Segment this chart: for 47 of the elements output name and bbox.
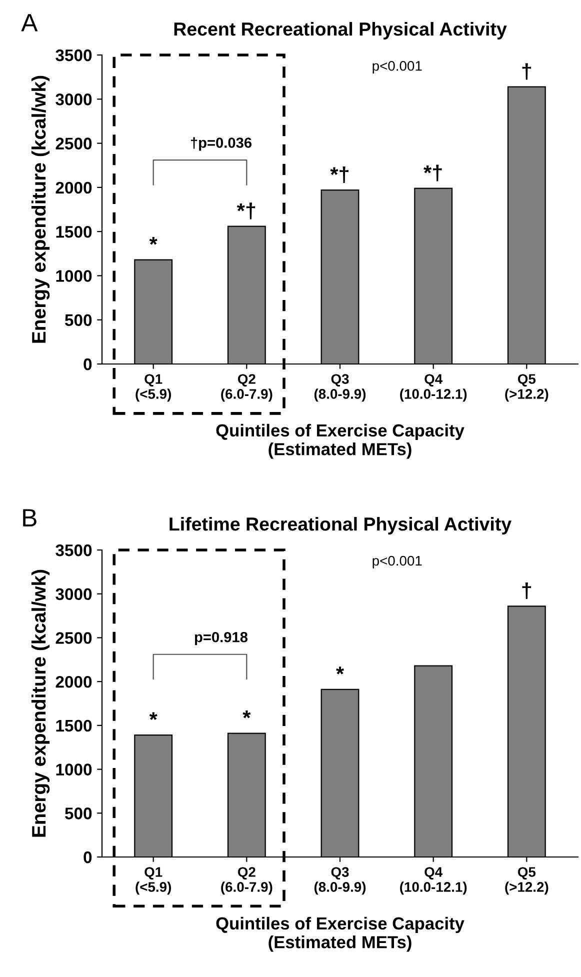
annotation: p<0.001 — [372, 60, 422, 74]
x-axis-title: Quintiles of Exercise Capacity (Estimated METs) — [216, 424, 464, 459]
annotation: *† — [424, 164, 442, 182]
annotation: * — [149, 237, 158, 245]
y-tick-label: 500 — [64, 808, 92, 820]
x-tick-label: Q5 (>12.2) — [505, 374, 548, 402]
y-tick-label: 3000 — [56, 588, 92, 600]
annotation: † — [522, 582, 532, 600]
y-axis-title: Energy expenditure (kcal/wk) — [31, 570, 50, 837]
annotation: *† — [236, 202, 256, 220]
y-tick-label: 2500 — [56, 632, 92, 644]
chart-title: Lifetime Recreational Physical Activity — [170, 516, 512, 534]
x-tick-label: Q5 (>12.2) — [505, 867, 548, 895]
y-tick-label: 0 — [84, 358, 92, 370]
y-tick-label: 1000 — [56, 270, 92, 282]
annotation: *† — [330, 166, 348, 183]
x-tick-label: Q3 (8.0-9.9) — [314, 867, 366, 895]
annotation: p=0.918 — [195, 632, 248, 646]
y-tick-label: 500 — [64, 314, 92, 326]
x-tick-label: Q2 (6.0-7.9) — [221, 374, 272, 402]
x-tick-label: Q1 (<5.9) — [136, 867, 171, 895]
x-tick-label: Q4 (10.0-12.1) — [400, 374, 467, 402]
x-axis-title: Quintiles of Exercise Capacity (Estimated METs) — [216, 916, 464, 952]
y-tick-label: 1000 — [56, 764, 92, 776]
annotation: p<0.001 — [372, 556, 422, 568]
x-tick-label: Q3 (8.0-9.9) — [314, 374, 366, 402]
annotation: †p=0.036 — [190, 137, 252, 151]
y-tick-label: 2000 — [56, 182, 92, 194]
annotation: * — [336, 666, 344, 674]
y-axis-title: Energy expenditure (kcal/wk) — [31, 76, 50, 343]
x-tick-label: Q4 (10.0-12.1) — [400, 867, 467, 895]
y-tick-label: 2500 — [56, 138, 92, 150]
x-tick-label: Q1 (<5.9) — [136, 374, 171, 402]
annotation: † — [522, 63, 532, 80]
annotation: * — [149, 712, 158, 720]
text: A — [21, 14, 38, 32]
annotation: * — [242, 710, 251, 718]
y-tick-label: 0 — [84, 851, 92, 864]
y-tick-label: 2000 — [56, 676, 92, 688]
y-tick-label: 1500 — [56, 720, 92, 732]
chart-title: Recent Recreational Physical Activity — [174, 22, 507, 40]
x-tick-label: Q2 (6.0-7.9) — [221, 867, 272, 895]
text: B — [23, 509, 36, 526]
y-tick-label: 3500 — [56, 49, 92, 62]
y-tick-label: 1500 — [56, 226, 92, 238]
y-tick-label: 3500 — [56, 544, 92, 556]
y-tick-label: 3000 — [56, 94, 92, 106]
